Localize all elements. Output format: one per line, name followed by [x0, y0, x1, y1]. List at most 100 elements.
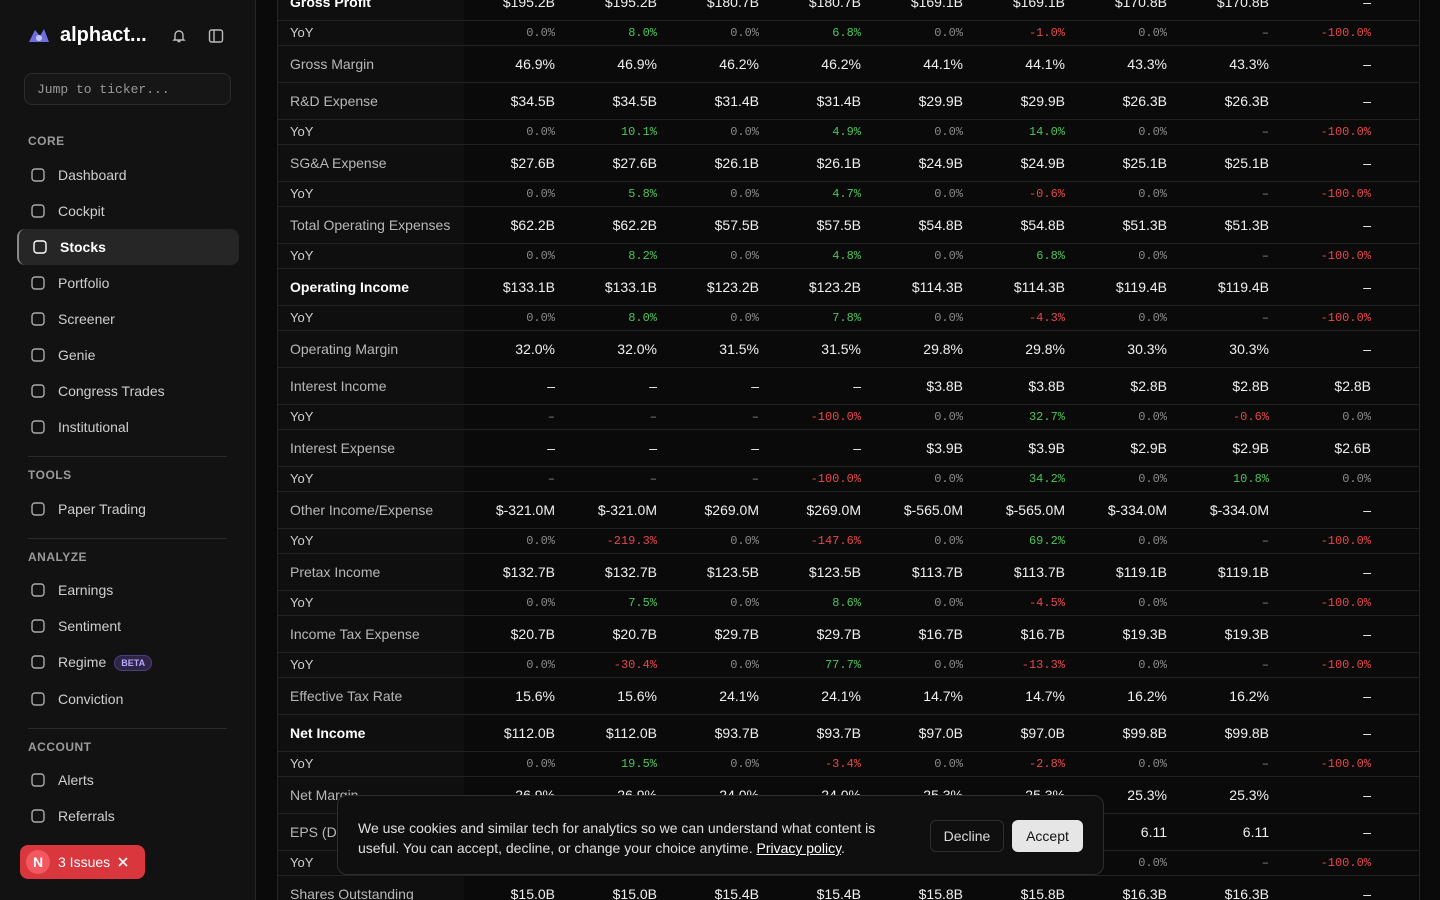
nav-item[interactable]: Earnings — [17, 572, 239, 608]
cell: 0.0% — [1138, 595, 1167, 610]
nav-item[interactable]: Dashboard — [17, 157, 239, 193]
close-icon[interactable] — [118, 857, 128, 867]
cell: $113.7B — [911, 563, 963, 580]
cell: – — [1363, 278, 1371, 295]
ticker-search[interactable]: Jump to ticker... — [24, 73, 231, 105]
row-label: YoY — [278, 528, 464, 553]
cell: – — [1363, 786, 1371, 803]
nav-item[interactable]: Sentiment — [17, 608, 239, 644]
cell: $97.0B — [1020, 724, 1065, 741]
table-row: YoY 0.0% -219.3% 0.0% -147.6% 0.0% 69.2% 0.0% – -… — [278, 528, 1419, 554]
cell: 6.8% — [832, 25, 861, 40]
nav-icon — [31, 204, 45, 218]
nav-item[interactable]: Cockpit — [17, 193, 239, 229]
nav-item[interactable]: Regime BETA — [17, 644, 239, 680]
row-label: Shares Outstanding — [278, 875, 464, 900]
nav-item[interactable]: Referrals — [17, 798, 239, 834]
nav-item[interactable]: Congress Trades — [17, 373, 239, 409]
nav-icon — [31, 619, 45, 633]
cell: 8.2% — [628, 248, 657, 263]
table-row: Gross Profit $195.2B $195.2B $180.7B $180.7B… — [278, 0, 1419, 21]
table-row: YoY – – – -100.0% 0.0% 34.2% 0.0% 10.8% 0.0% — [278, 466, 1419, 492]
cell: 0.0% — [934, 595, 963, 610]
cell: 69.2% — [1028, 533, 1065, 548]
row-label: YoY — [278, 751, 464, 776]
table-row: YoY 0.0% 10.1% 0.0% 4.9% 0.0% 14.0% 0.0% – -100.0… — [278, 119, 1419, 145]
nav-item[interactable]: Paper Trading — [17, 491, 239, 527]
cell: 46.2% — [719, 55, 759, 72]
cell: $-321.0M — [495, 501, 555, 518]
cell: $269.0M — [806, 501, 861, 518]
nav-label: Earnings — [58, 582, 114, 598]
cell: $269.0M — [704, 501, 759, 518]
cell: $3.8B — [1028, 377, 1065, 394]
collapse-icon[interactable] — [208, 28, 224, 44]
cell: $169.1B — [910, 0, 963, 10]
bell-icon[interactable] — [171, 28, 187, 44]
accept-button[interactable]: Accept — [1012, 820, 1083, 852]
cell: – — [1261, 855, 1269, 870]
cell: $16.7B — [1020, 625, 1065, 642]
cell: 0.0% — [526, 124, 555, 139]
cell: 0.0% — [730, 186, 759, 201]
table-row: Shares Outstanding $15.0B $15.0B $15.4B $15.… — [278, 875, 1419, 900]
cell: 77.7% — [824, 657, 861, 672]
cell: 0.0% — [1138, 533, 1167, 548]
cell: – — [1363, 55, 1371, 72]
cell: $99.8B — [1122, 724, 1167, 741]
brand: alphact... — [60, 24, 147, 46]
cell: $54.8B — [918, 216, 963, 233]
nav-label: Regime — [58, 654, 107, 670]
row-label: Gross Margin — [278, 45, 464, 82]
nav-item[interactable]: Institutional — [17, 409, 239, 445]
nav-icon — [31, 655, 45, 669]
decline-button[interactable]: Decline — [930, 820, 1004, 852]
cell: 14.0% — [1028, 124, 1065, 139]
row-label: Income Tax Expense — [278, 615, 464, 652]
cell: 31.5% — [821, 340, 861, 357]
nav-item[interactable]: Stocks — [17, 229, 239, 265]
cell: $169.1B — [1012, 0, 1065, 10]
nav-item[interactable]: Genie — [17, 337, 239, 373]
cell: $15.8B — [918, 885, 963, 900]
cell: 0.0% — [1342, 471, 1371, 486]
cell: $-565.0M — [903, 501, 963, 518]
nav-label: Dashboard — [58, 167, 127, 183]
cell: -100.0% — [1320, 310, 1371, 325]
table-row: Total Operating Expenses $62.2B $62.2B $57.… — [278, 206, 1419, 244]
cell: 10.1% — [620, 124, 657, 139]
cell: 5.8% — [628, 186, 657, 201]
cell: 0.0% — [526, 657, 555, 672]
cell: $57.5B — [714, 216, 759, 233]
table-row: Operating Income $133.1B $133.1B $123.2B $12… — [278, 268, 1419, 306]
cell: 0.0% — [1138, 310, 1167, 325]
cell: $119.1B — [1115, 563, 1167, 580]
cell: 0.0% — [730, 595, 759, 610]
row-label: Effective Tax Rate — [278, 677, 464, 714]
nav-item[interactable]: Screener — [17, 301, 239, 337]
cell: $26.3B — [1224, 92, 1269, 109]
cell: $34.5B — [510, 92, 555, 109]
cell: $-565.0M — [1005, 501, 1065, 518]
cell: $19.3B — [1224, 625, 1269, 642]
cell: $15.0B — [510, 885, 555, 900]
nav-item[interactable]: Portfolio — [17, 265, 239, 301]
cell: 0.0% — [526, 186, 555, 201]
cell: 31.5% — [719, 340, 759, 357]
cell: -100.0% — [1320, 756, 1371, 771]
cell: $123.2B — [706, 278, 759, 295]
cell: 0.0% — [1138, 471, 1167, 486]
cell: – — [1363, 0, 1371, 10]
row-label: Net Income — [278, 714, 464, 751]
table-row: YoY 0.0% 19.5% 0.0% -3.4% 0.0% -2.8% 0.0% – -100.… — [278, 751, 1419, 777]
cell: $29.9B — [1020, 92, 1065, 109]
privacy-link[interactable]: Privacy policy — [756, 840, 842, 856]
issues-pill[interactable]: N 3 Issues — [20, 845, 145, 879]
cell: $29.9B — [918, 92, 963, 109]
cell: 7.8% — [832, 310, 861, 325]
cell: 8.0% — [628, 310, 657, 325]
nav-item[interactable]: Alerts — [17, 762, 239, 798]
issues-avatar: N — [26, 850, 50, 874]
nav-item[interactable]: Conviction — [17, 681, 239, 717]
